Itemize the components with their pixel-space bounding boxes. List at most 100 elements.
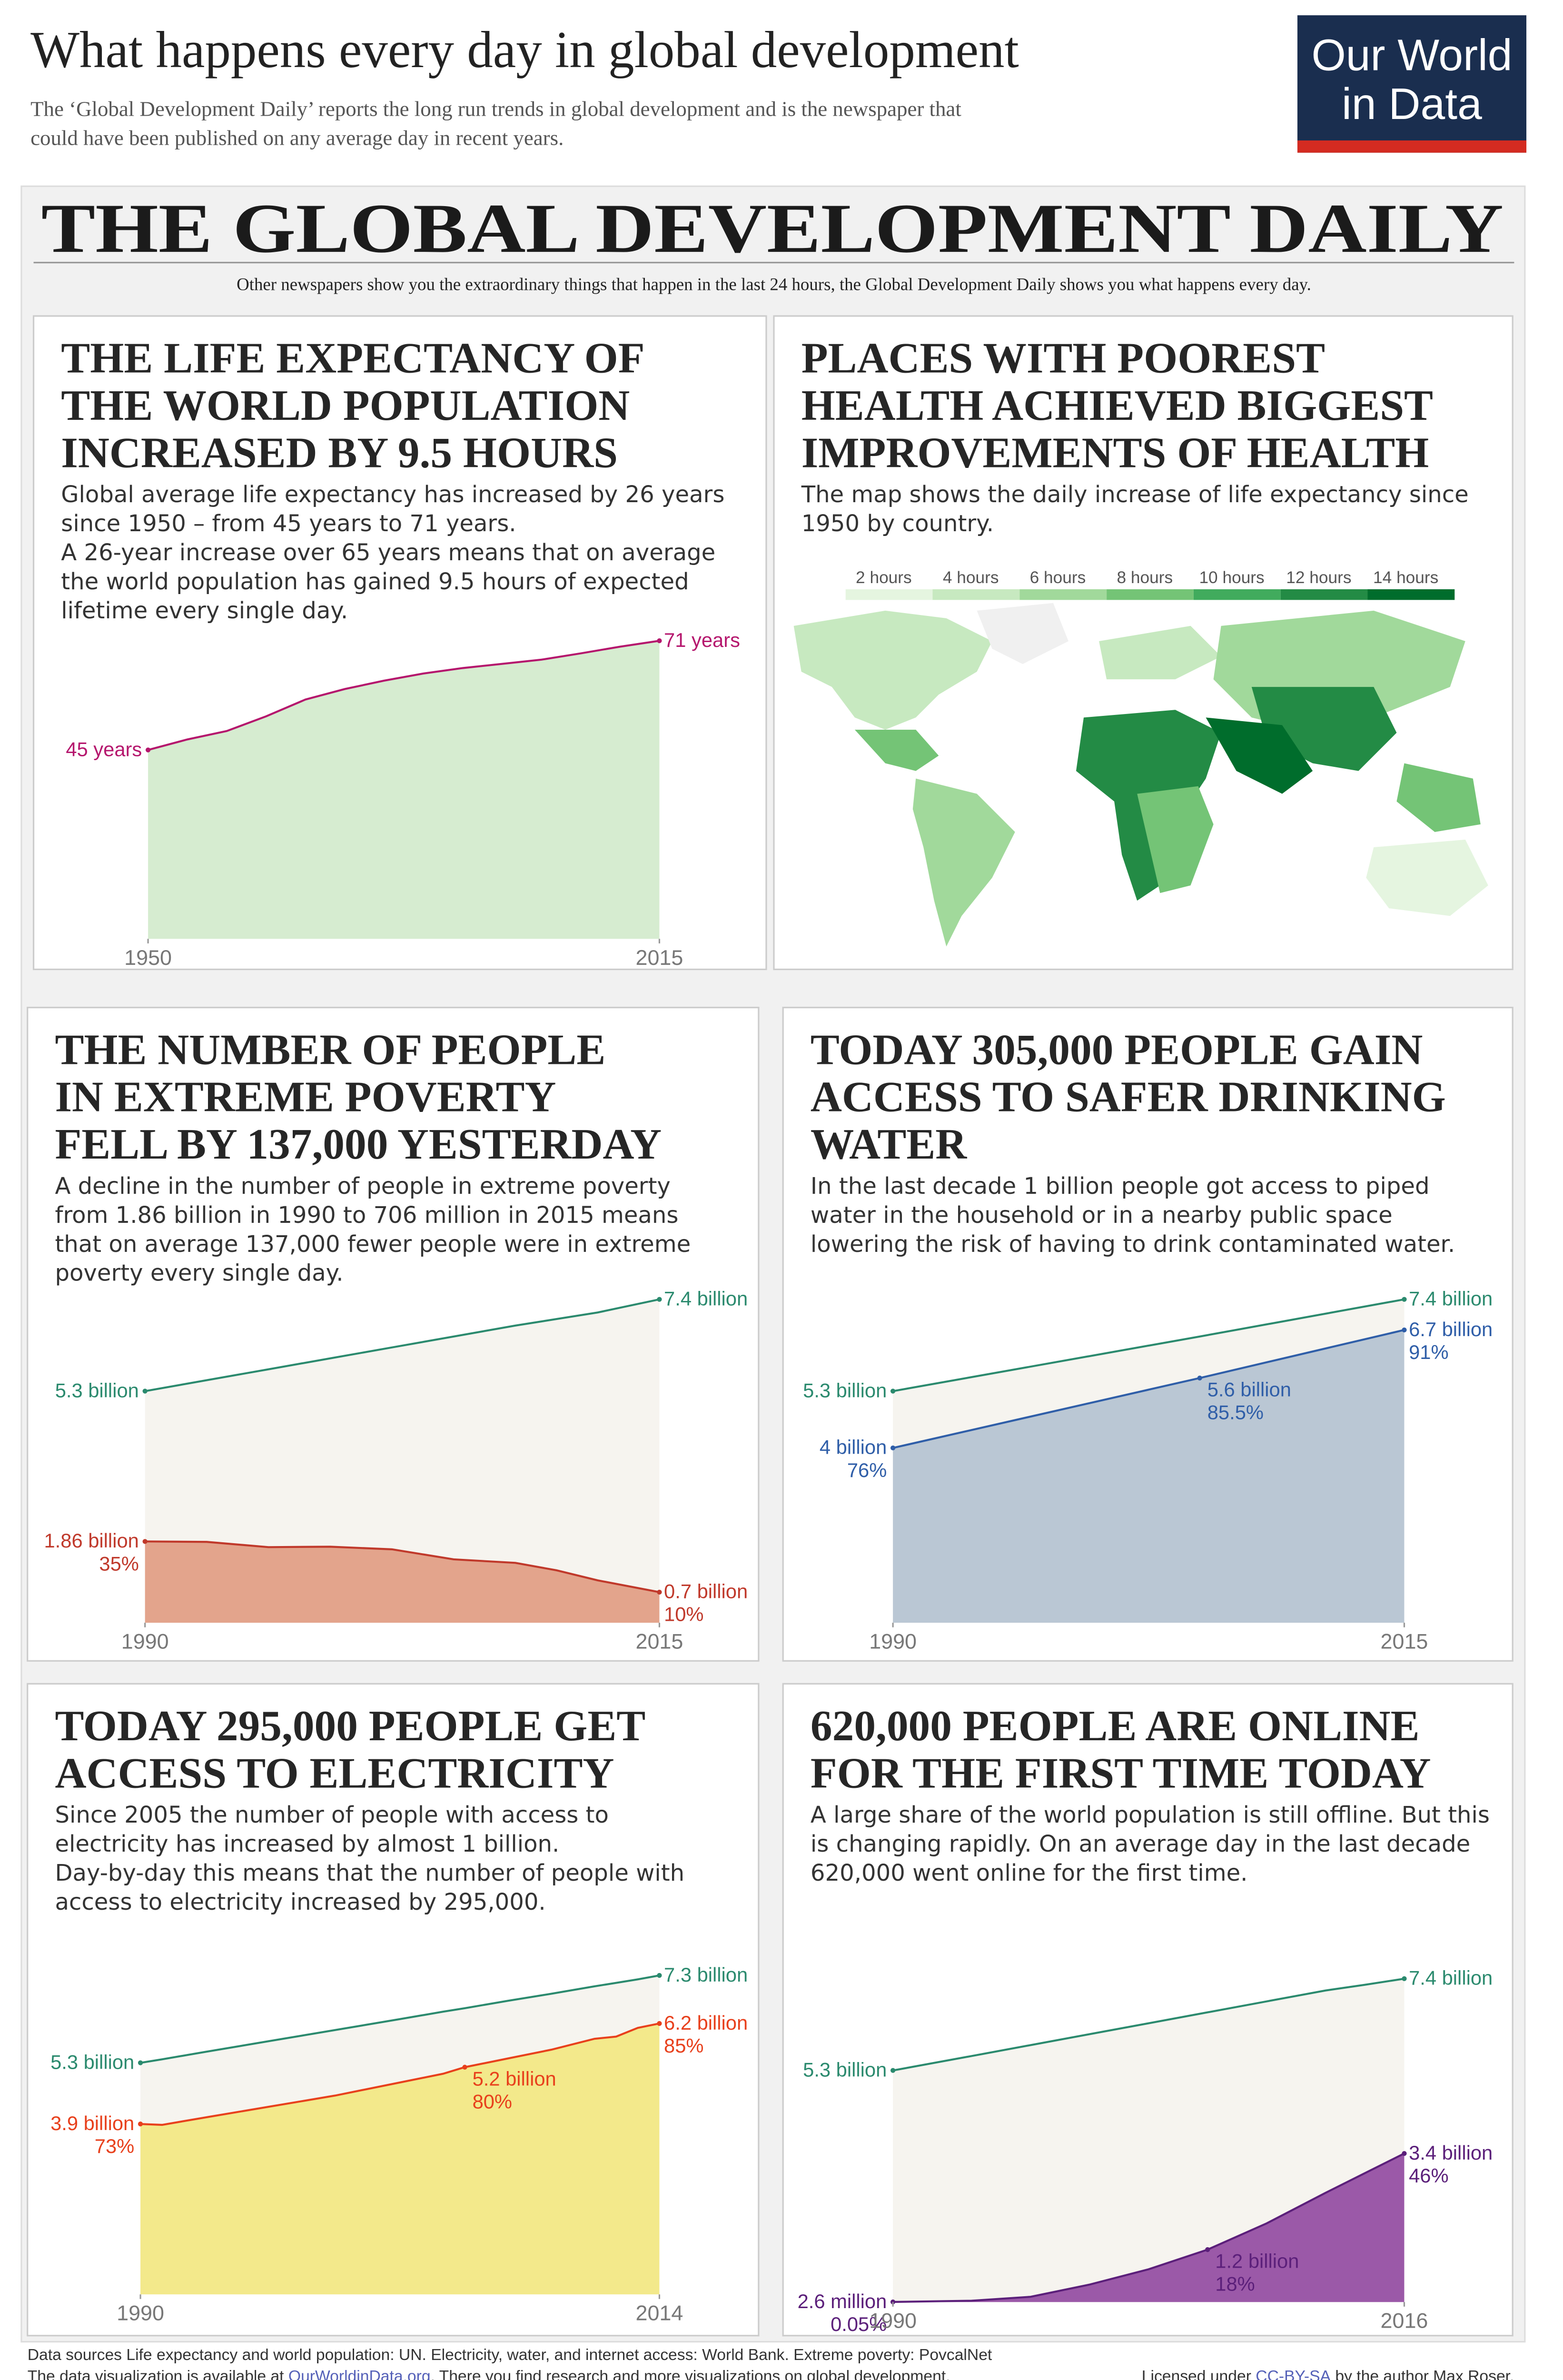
- legend-swatch: [1019, 589, 1107, 600]
- legend-swatch: [1280, 589, 1368, 600]
- text: The data visualization is available at: [28, 2368, 288, 2380]
- logo-text: in Data: [1342, 79, 1482, 129]
- panel-title: TODAY 295,000 PEOPLE GET: [55, 1702, 645, 1750]
- data-label: 4 billion: [820, 1436, 887, 1458]
- point: [890, 2299, 896, 2305]
- panel-text: Global average life expectancy has incre…: [61, 481, 724, 508]
- data-label: 7.4 billion: [1409, 1288, 1493, 1310]
- panel-text: 1950 by country.: [801, 510, 994, 537]
- data-label: 2.6 million: [798, 2290, 887, 2312]
- data-label: 73%: [95, 2135, 134, 2157]
- point: [1402, 1976, 1407, 1982]
- availability: The data visualization is available at O…: [28, 2368, 950, 2380]
- line: [893, 2152, 1405, 2303]
- point: [142, 1539, 148, 1544]
- link[interactable]: CC-BY-SA: [1256, 2368, 1331, 2380]
- data-label: 3.9 billion: [50, 2112, 134, 2134]
- data-label: 5.2 billion: [473, 2067, 556, 2090]
- area: [893, 2153, 1405, 2302]
- panel-title: TODAY 305,000 PEOPLE GAIN: [811, 1025, 1423, 1073]
- line: [140, 1974, 660, 2064]
- data-label: 45 years: [66, 738, 142, 760]
- panel-title: WATER: [811, 1120, 967, 1168]
- masthead: THE GLOBAL DEVELOPMENT DAILY: [41, 189, 1504, 267]
- x-tick-label: 2015: [1381, 1629, 1428, 1654]
- data-label: 0.7 billion: [664, 1580, 748, 1603]
- text: by the author Max Roser.: [1331, 2368, 1514, 2380]
- panel-text: A large share of the world population is…: [811, 1802, 1490, 1828]
- panel-title: IMPROVEMENTS OF HEALTH: [801, 428, 1429, 476]
- x-tick-label: 2014: [636, 2301, 683, 2325]
- point: [890, 2068, 896, 2073]
- legend-label: 14 hours: [1373, 568, 1438, 587]
- data-label: 5.3 billion: [803, 2059, 887, 2081]
- text: . There you find research and more visua…: [431, 2368, 950, 2380]
- panel-text: lifetime every single day.: [61, 597, 348, 624]
- area: [148, 641, 660, 939]
- legend-label: 8 hours: [1117, 568, 1173, 587]
- point: [138, 2122, 143, 2127]
- legend-label: 6 hours: [1030, 568, 1086, 587]
- line: [145, 1540, 660, 1593]
- logo-box: [1297, 15, 1527, 153]
- panel-title: IN EXTREME POVERTY: [55, 1073, 556, 1121]
- panel-text: the world population has gained 9.5 hour…: [61, 568, 689, 595]
- point: [1402, 1297, 1407, 1302]
- panel-text: lowering the risk of having to drink con…: [811, 1231, 1455, 1258]
- legend-label: 2 hours: [856, 568, 912, 587]
- panel-title: FOR THE FIRST TIME TODAY: [811, 1749, 1431, 1797]
- point: [657, 1973, 662, 1978]
- legend-swatch: [845, 589, 933, 600]
- x-tick-label: 1990: [869, 2309, 917, 2333]
- x-tick-label: 1950: [124, 945, 172, 970]
- panel-title: THE LIFE EXPECTANCY OF: [61, 334, 644, 382]
- panel-title: ACCESS TO ELECTRICITY: [55, 1749, 614, 1797]
- panel-title: THE WORLD POPULATION: [61, 381, 630, 429]
- panel-title: THE NUMBER OF PEOPLE: [55, 1025, 605, 1073]
- panel-text: A decline in the number of people in ext…: [55, 1173, 670, 1200]
- panel-text: A 26-year increase over 65 years means t…: [61, 539, 715, 566]
- data-label: 10%: [664, 1603, 703, 1626]
- line: [140, 2022, 660, 2126]
- legend-swatch: [932, 589, 1020, 600]
- line: [148, 640, 660, 751]
- line: [145, 1298, 660, 1392]
- panel-text: since 1950 – from 45 years to 71 years.: [61, 510, 516, 537]
- line: [892, 1977, 1405, 2072]
- panel-text: is changing rapidly. On an average day i…: [811, 1831, 1470, 1857]
- panel-title: ACCESS TO SAFER DRINKING: [811, 1073, 1446, 1121]
- data-label: 1.86 billion: [44, 1529, 139, 1552]
- data-label: 80%: [473, 2090, 512, 2112]
- point: [462, 2064, 467, 2070]
- panel-text: electricity has increased by almost 1 bi…: [55, 1831, 559, 1857]
- data-label: 5.6 billion: [1207, 1378, 1291, 1400]
- link[interactable]: OurWorldinData.org: [288, 2368, 431, 2380]
- sources: Data sources Life expectancy and world p…: [28, 2346, 992, 2364]
- data-label: 0.05%: [831, 2313, 887, 2335]
- data-label: 76%: [847, 1459, 887, 1481]
- legend-swatch: [1193, 589, 1281, 600]
- point: [1197, 1375, 1202, 1381]
- point: [145, 747, 151, 753]
- subtitle: could have been published on any average…: [30, 126, 564, 150]
- point: [657, 638, 662, 644]
- data-label: 71 years: [664, 629, 740, 651]
- panel-title: HEALTH ACHIEVED BIGGEST: [801, 381, 1433, 429]
- x-tick-label: 1990: [117, 2301, 164, 2325]
- data-label: 85.5%: [1207, 1401, 1264, 1424]
- panel-text: that on average 137,000 fewer people wer…: [55, 1231, 691, 1258]
- x-tick-label: 2016: [1381, 2309, 1428, 2333]
- data-label: 91%: [1409, 1341, 1448, 1363]
- data-label: 7.3 billion: [664, 1964, 748, 1986]
- panel-text: poverty every single day.: [55, 1260, 343, 1287]
- text: Licensed under: [1142, 2368, 1256, 2380]
- logo-text: Our World: [1311, 30, 1512, 80]
- panel-text: access to electricity increased by 295,0…: [55, 1889, 545, 1915]
- point: [1205, 2247, 1210, 2252]
- panel-text: 620,000 went online for the first time.: [811, 1860, 1248, 1886]
